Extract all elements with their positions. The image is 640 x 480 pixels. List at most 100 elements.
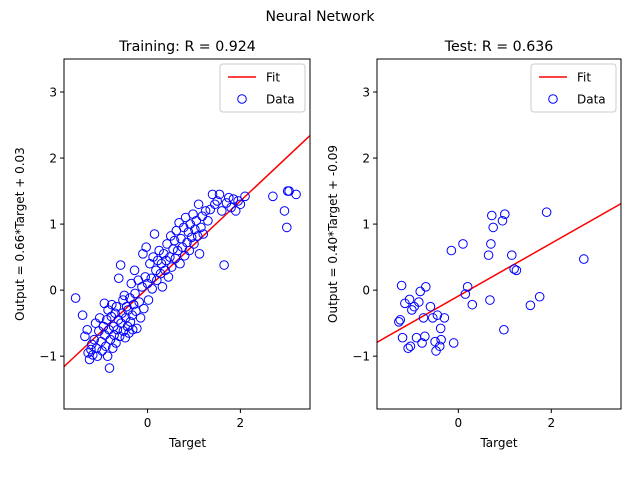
training-data-point — [192, 231, 203, 241]
training-data-point — [143, 295, 154, 305]
test-data-point — [500, 209, 510, 219]
test-data-point — [446, 245, 457, 256]
test-data-point — [458, 239, 468, 249]
training-ytick-label: 2 — [49, 151, 57, 165]
test-data-point — [448, 338, 459, 348]
test-data-point — [467, 299, 478, 310]
test-ytick-label: 0 — [362, 283, 370, 297]
test-axes-frame — [376, 58, 622, 410]
training-data-point — [94, 313, 105, 323]
test-data-point — [497, 215, 508, 226]
test-data-point — [417, 338, 427, 348]
training-data-point — [165, 252, 175, 262]
test-data-point — [420, 331, 430, 342]
training-legend-box — [219, 63, 306, 113]
test-data-point — [407, 305, 417, 315]
training-ytick-label: 1 — [49, 217, 57, 231]
training-data-point — [214, 189, 225, 200]
test-data-point — [462, 282, 473, 292]
training-data-point — [198, 229, 209, 239]
training-data-point — [134, 297, 144, 307]
training-ytick-label: 3 — [49, 85, 57, 99]
test-xlabel: Target — [479, 436, 517, 450]
test-data-point — [511, 265, 522, 276]
training-data-point — [189, 239, 199, 249]
training-data-point — [135, 313, 146, 323]
training-data-point — [77, 310, 88, 321]
test-data-point — [579, 254, 589, 264]
test-legend-box — [530, 63, 617, 113]
training-data-point — [102, 351, 113, 361]
test-data-point — [396, 280, 407, 291]
training-data-point — [137, 282, 147, 292]
training-data-point — [110, 308, 120, 319]
training-data-point — [160, 265, 170, 276]
training-data-point — [89, 334, 99, 345]
training-data-point — [146, 273, 157, 284]
training-data-point — [107, 299, 117, 310]
training-data-point — [104, 363, 115, 373]
training-data-point — [161, 255, 171, 266]
training-data-point — [92, 351, 103, 361]
test-data-point — [427, 313, 438, 323]
test-data-point — [394, 317, 404, 327]
training-data-point — [107, 343, 118, 354]
test-data-point — [436, 334, 446, 345]
training-data-point — [100, 341, 111, 352]
test-data-point — [414, 297, 424, 307]
training-data-point — [281, 222, 292, 233]
test-data-point — [435, 323, 446, 334]
test-data-point — [525, 300, 536, 311]
test-title: Test: R = 0.636 — [444, 39, 554, 55]
test-xtick-label: 2 — [547, 416, 555, 430]
training-data-point — [145, 258, 155, 269]
training-data-point — [279, 206, 290, 216]
training-data-point — [147, 284, 157, 294]
training-data-point — [291, 189, 301, 200]
training-data-point — [235, 199, 246, 210]
training-data-point — [223, 192, 234, 203]
training-data-point — [163, 272, 174, 282]
test-data-point — [541, 207, 552, 218]
training-data-point — [158, 249, 169, 259]
training-legend-data-label: Data — [266, 93, 295, 107]
test-data-point — [486, 239, 496, 249]
training-data-point — [175, 258, 185, 269]
training-data-point — [228, 194, 239, 204]
training-data-point — [196, 222, 206, 233]
training-xlabel: Target — [168, 436, 206, 450]
test-ytick-label: 2 — [362, 151, 370, 165]
test-data-point — [483, 250, 494, 260]
training-data-point — [70, 293, 81, 303]
training-data-point — [122, 321, 133, 332]
test-fit-line — [377, 202, 621, 343]
test-legend-data-label: Data — [577, 93, 606, 107]
test-data-point — [430, 336, 440, 347]
training-data-point — [268, 191, 278, 202]
training-data-point — [210, 199, 220, 210]
training-data-point — [82, 324, 93, 335]
training-data-point — [184, 245, 195, 256]
test-data-point — [509, 264, 519, 274]
training-title: Training: R = 0.924 — [118, 39, 256, 55]
test-plot: 0 2 −1 0 1 2 3 Fit Data — [352, 58, 622, 430]
training-ytick-label: 0 — [49, 283, 57, 297]
test-ytick-label: −1 — [352, 349, 370, 363]
test-data-point — [485, 295, 495, 305]
training-data-point — [166, 262, 177, 272]
training-data-point — [203, 215, 213, 226]
training-data-point — [119, 290, 130, 301]
test-data-point — [434, 341, 445, 352]
training-data-point — [240, 191, 250, 202]
training-data-point — [114, 331, 125, 342]
test-data-point — [411, 332, 422, 343]
test-ytick-label: 3 — [362, 85, 370, 99]
training-data-point — [80, 331, 90, 342]
training-data-point — [83, 348, 93, 358]
training-panel: Training: R = 0.924 Target Output = 0.66… — [13, 39, 311, 450]
training-data-point — [86, 344, 96, 355]
test-data-point — [432, 310, 443, 321]
training-data-point — [128, 299, 139, 310]
training-data-point — [205, 204, 216, 215]
